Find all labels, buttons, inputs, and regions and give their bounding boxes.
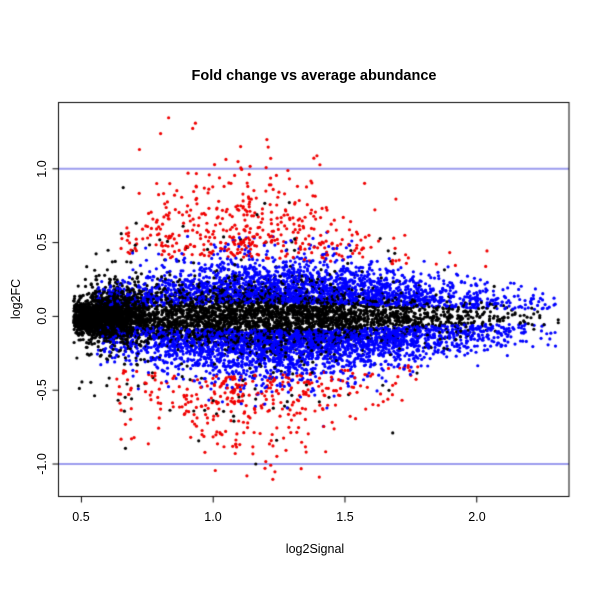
y-tick-label: 0.5 [35,233,49,251]
chart-title: Fold change vs average abundance [191,68,437,84]
x-tick-label: 2.0 [468,510,486,524]
y-tick-label: 0.0 [35,307,49,325]
x-tick-label: 1.0 [204,510,222,524]
x-axis-label: log2Signal [285,542,345,556]
y-tick-label: 1.0 [35,160,49,178]
y-axis-label: log2FC [9,278,23,320]
x-tick-label: 1.5 [336,510,354,524]
y-tick-label: -0.5 [35,379,49,401]
x-tick-label: 0.5 [72,510,90,524]
y-tick-label: -1.0 [35,453,49,475]
